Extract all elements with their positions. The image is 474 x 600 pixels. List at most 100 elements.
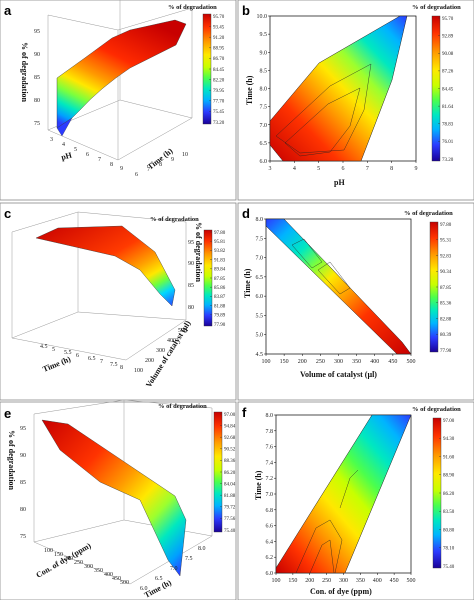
- panel-e-x-ticks: 100 150 200 250 300 350 400 450 500: [44, 548, 129, 586]
- x-tick: 200: [64, 556, 73, 562]
- y-tick: 8: [159, 162, 162, 168]
- panel-d-letter: d: [242, 206, 250, 221]
- x-tick-label: 200: [298, 359, 307, 365]
- x-tick-label: 7: [366, 166, 369, 172]
- z-tick: 90: [188, 261, 194, 267]
- panel-c-legend-title: % of degradation: [150, 216, 199, 223]
- x-tick-label: 5: [317, 166, 320, 172]
- panel-a-letter: a: [4, 3, 12, 18]
- y-tick-label: 6.5: [260, 141, 268, 147]
- panel-a-legend-title: % of degradation: [168, 4, 217, 11]
- panel-b-y-ticks: 6.0 6.5 7.0 7.5 8.0 8.5 9.0 9.5 10.0: [257, 14, 270, 165]
- colorbar-tick-label: 78.83: [442, 123, 454, 128]
- colorbar-tick-label: 90.52: [224, 448, 236, 453]
- y-tick-label: 7.5: [260, 105, 268, 111]
- panel-f-y-ticks: 6.0 6.2 6.4 6.6 6.8 7.0 7.2 7.4 7.6 7.8 8.0: [266, 413, 276, 577]
- colorbar-tick-label: 86.20: [224, 471, 236, 476]
- colorbar-tick-label: 86.70: [213, 57, 225, 62]
- panel-f: 100 150 200 250 300 350 400 450 500 6.0 6.2 6.4 6.6…: [237, 401, 474, 600]
- panel-b-border: [237, 0, 474, 201]
- x-tick-label: 3: [269, 166, 272, 172]
- colorbar-tick-label: 97.80: [440, 223, 452, 228]
- panel-b-contour-region: [269, 15, 408, 162]
- y-tick-label: 8.5: [260, 68, 268, 74]
- panel-c-z-ticks: 95 90 85 80: [188, 240, 194, 311]
- panel-a-border: [0, 0, 237, 201]
- panel-c-x-ticks: 4.5 5 5.5 6 6.5 7 7.5 8: [40, 344, 123, 371]
- colorbar-tick-label: 97.00: [224, 413, 236, 418]
- x-tick-label: 100: [262, 359, 271, 365]
- x-tick: 8: [120, 365, 123, 371]
- colorbar-tick-label: 78.10: [443, 547, 455, 552]
- panel-e-surface: [41, 419, 187, 577]
- panel-c-box: [11, 211, 187, 361]
- panel-b-contour-line: [284, 87, 361, 157]
- colorbar-tick-label: 86.20: [443, 492, 455, 497]
- panel-c-colorbar-ticks: 97.80 95.81 93.82 91.83 89.84 87.85 85.86 83.87…: [210, 231, 226, 328]
- panel-e-xlabel: Con. of dye (ppm): [35, 541, 93, 580]
- colorbar-tick-label: 80.80: [443, 528, 455, 533]
- x-tick: 6: [76, 353, 79, 359]
- x-tick: 450: [112, 576, 121, 582]
- colorbar-tick-label: 90.34: [440, 270, 452, 275]
- y-tick-label: 6.0: [266, 571, 274, 577]
- z-tick: 80: [34, 98, 40, 104]
- colorbar-tick-label: 84.45: [213, 68, 225, 73]
- x-tick: 250: [74, 560, 83, 566]
- y-tick-label: 4.5: [256, 352, 264, 358]
- x-tick-label: 450: [388, 359, 397, 365]
- colorbar-tick-label: 88.36: [224, 459, 236, 464]
- y-tick-label: 7.6: [266, 445, 274, 451]
- x-tick: 6: [86, 152, 89, 158]
- y-tick-label: 9.5: [260, 32, 268, 38]
- panel-a-colorbar-ticks: 95.70 93.45 91.20 88.95 86.70 84.45 82.20 79.95…: [209, 15, 225, 126]
- panel-a-xlabel: pH: [60, 150, 73, 162]
- panel-c-border: [0, 202, 237, 401]
- panel-a-x-ticks: 3 4 5 6 7 8 9: [50, 137, 123, 172]
- y-tick-label: 6.0: [256, 294, 264, 300]
- y-tick: 300: [156, 348, 165, 354]
- panel-f-colorbar-ticks: 97.00 94.30 91.60 88.90 86.20 83.50 80.80 78.10…: [439, 419, 455, 570]
- x-tick: 100: [44, 548, 53, 554]
- y-tick: 100: [134, 368, 143, 374]
- panel-f-ylabel: Time (h): [254, 470, 263, 500]
- colorbar-tick-label: 92.83: [440, 254, 452, 259]
- panel-b-contour-line: [275, 63, 372, 154]
- y-tick: 7: [147, 167, 150, 173]
- x-tick-label: 450: [390, 578, 399, 584]
- z-tick: 90: [34, 52, 40, 58]
- colorbar-tick-label: 73.20: [442, 158, 454, 163]
- colorbar-tick-label: 89.84: [214, 268, 226, 273]
- x-tick-label: 250: [322, 578, 331, 584]
- colorbar-tick-label: 77.90: [440, 349, 452, 354]
- colorbar-tick-label: 97.00: [443, 419, 455, 424]
- panel-d-x-ticks: 100 150 200 250 300 350 400 450 500: [262, 354, 416, 365]
- panel-d-y-ticks: 4.5 5.0 5.5 6.0 6.5 7.0 7.5 8.0: [256, 217, 266, 358]
- y-tick-label: 8.0: [260, 87, 268, 93]
- panel-b-letter: b: [242, 3, 250, 18]
- y-tick-label: 7.2: [266, 476, 274, 482]
- y-tick: 200: [145, 358, 154, 364]
- x-tick: 8: [110, 162, 113, 168]
- y-tick: 6.0: [140, 586, 148, 592]
- x-tick: 7.5: [110, 362, 118, 368]
- x-tick-label: 350: [356, 578, 365, 584]
- y-tick-label: 7.4: [266, 460, 274, 466]
- colorbar-tick-label: 82.20: [213, 78, 225, 83]
- panel-f-border: [237, 401, 474, 600]
- colorbar-tick-label: 77.90: [214, 323, 226, 328]
- panel-f-xlabel: Con. of dye (ppm): [310, 587, 372, 596]
- z-tick: 95: [188, 240, 194, 246]
- colorbar-tick-label: 95.70: [442, 17, 454, 22]
- z-tick: 95: [20, 426, 26, 432]
- colorbar-tick-label: 91.83: [214, 258, 226, 263]
- panel-e-z-ticks: 95 90 85 80 75: [20, 426, 26, 540]
- x-tick-label: 8: [390, 166, 393, 172]
- colorbar-tick-label: 79.95: [213, 89, 225, 94]
- panel-a: 95 90 85 80 75 3 4 5 6 7 8 9 6 7 8 9 10 …: [0, 0, 237, 201]
- x-tick-label: 150: [280, 359, 289, 365]
- x-tick: 300: [84, 564, 93, 570]
- panel-f-contour-line: [295, 519, 343, 574]
- panel-a-y-ticks: 6 7 8 9 10: [135, 152, 188, 178]
